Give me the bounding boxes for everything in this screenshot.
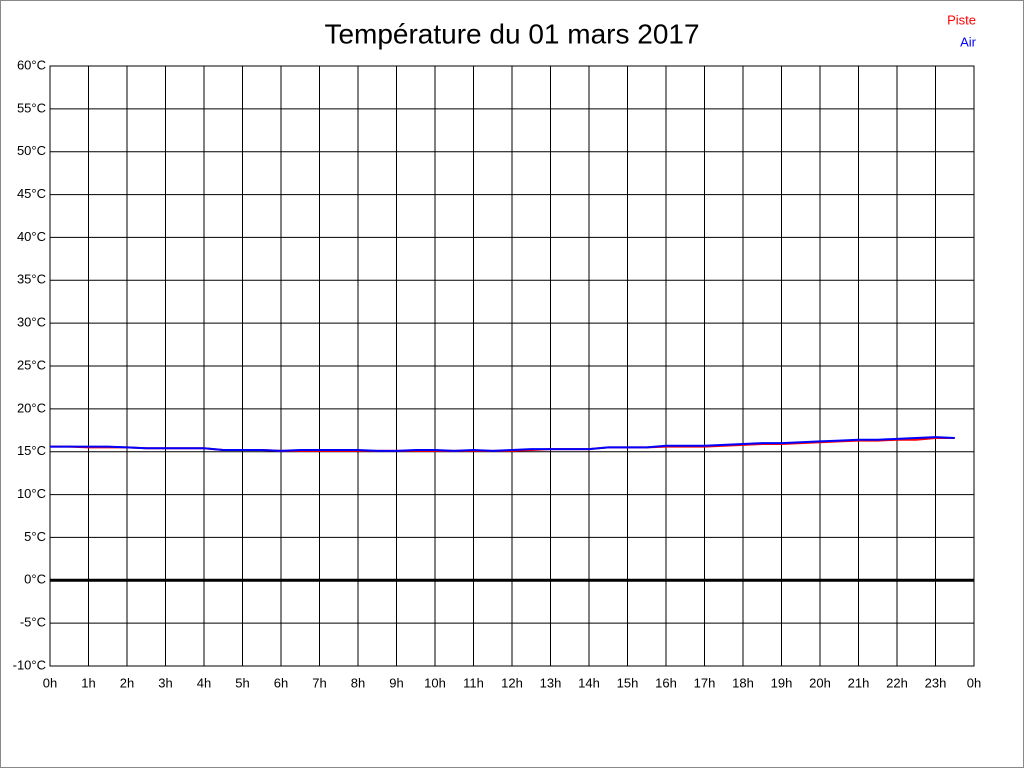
series-line	[50, 436, 955, 452]
y-tick-label: -10°C	[13, 657, 46, 672]
legend-entry: Air	[960, 34, 977, 49]
y-tick-label: 5°C	[24, 529, 46, 544]
x-tick-label: 7h	[312, 675, 326, 690]
x-tick-label: 21h	[848, 675, 870, 690]
x-tick-label: 23h	[925, 675, 947, 690]
x-tick-label: 5h	[235, 675, 249, 690]
x-tick-label: 6h	[274, 675, 288, 690]
x-tick-label: 10h	[424, 675, 446, 690]
x-tick-label: 3h	[158, 675, 172, 690]
y-tick-label: 20°C	[17, 400, 46, 415]
x-tick-label: 4h	[197, 675, 211, 690]
y-tick-label: 50°C	[17, 143, 46, 158]
x-tick-label: 0h	[967, 675, 981, 690]
x-tick-label: 11h	[463, 675, 484, 690]
x-tick-label: 16h	[655, 675, 677, 690]
y-tick-label: -5°C	[20, 615, 46, 630]
x-tick-label: 0h	[43, 675, 57, 690]
legend-entry: Piste	[947, 12, 976, 27]
y-tick-label: 40°C	[17, 229, 46, 244]
x-tick-label: 15h	[617, 675, 639, 690]
y-tick-label: 55°C	[17, 100, 46, 115]
y-tick-label: 30°C	[17, 315, 46, 330]
y-tick-label: 0°C	[24, 572, 46, 587]
chart-title: Température du 01 mars 2017	[324, 18, 699, 49]
y-tick-label: 35°C	[17, 272, 46, 287]
y-tick-label: 60°C	[17, 57, 46, 72]
x-tick-label: 12h	[501, 675, 523, 690]
y-tick-label: 45°C	[17, 186, 46, 201]
x-tick-label: 8h	[351, 675, 365, 690]
x-tick-label: 17h	[694, 675, 716, 690]
x-tick-label: 20h	[809, 675, 831, 690]
x-tick-label: 19h	[771, 675, 793, 690]
y-tick-label: 15°C	[17, 443, 46, 458]
y-tick-label: 25°C	[17, 357, 46, 372]
x-tick-label: 9h	[389, 675, 403, 690]
x-tick-label: 1h	[81, 675, 95, 690]
x-tick-label: 2h	[120, 675, 134, 690]
x-tick-label: 14h	[578, 675, 600, 690]
x-tick-label: 18h	[732, 675, 754, 690]
y-tick-label: 10°C	[17, 486, 46, 501]
x-tick-label: 13h	[540, 675, 562, 690]
x-tick-label: 22h	[886, 675, 908, 690]
